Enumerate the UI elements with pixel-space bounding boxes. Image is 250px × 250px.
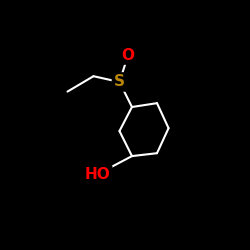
Text: S: S <box>114 74 125 90</box>
Text: O: O <box>122 48 134 62</box>
Text: HO: HO <box>84 167 110 182</box>
